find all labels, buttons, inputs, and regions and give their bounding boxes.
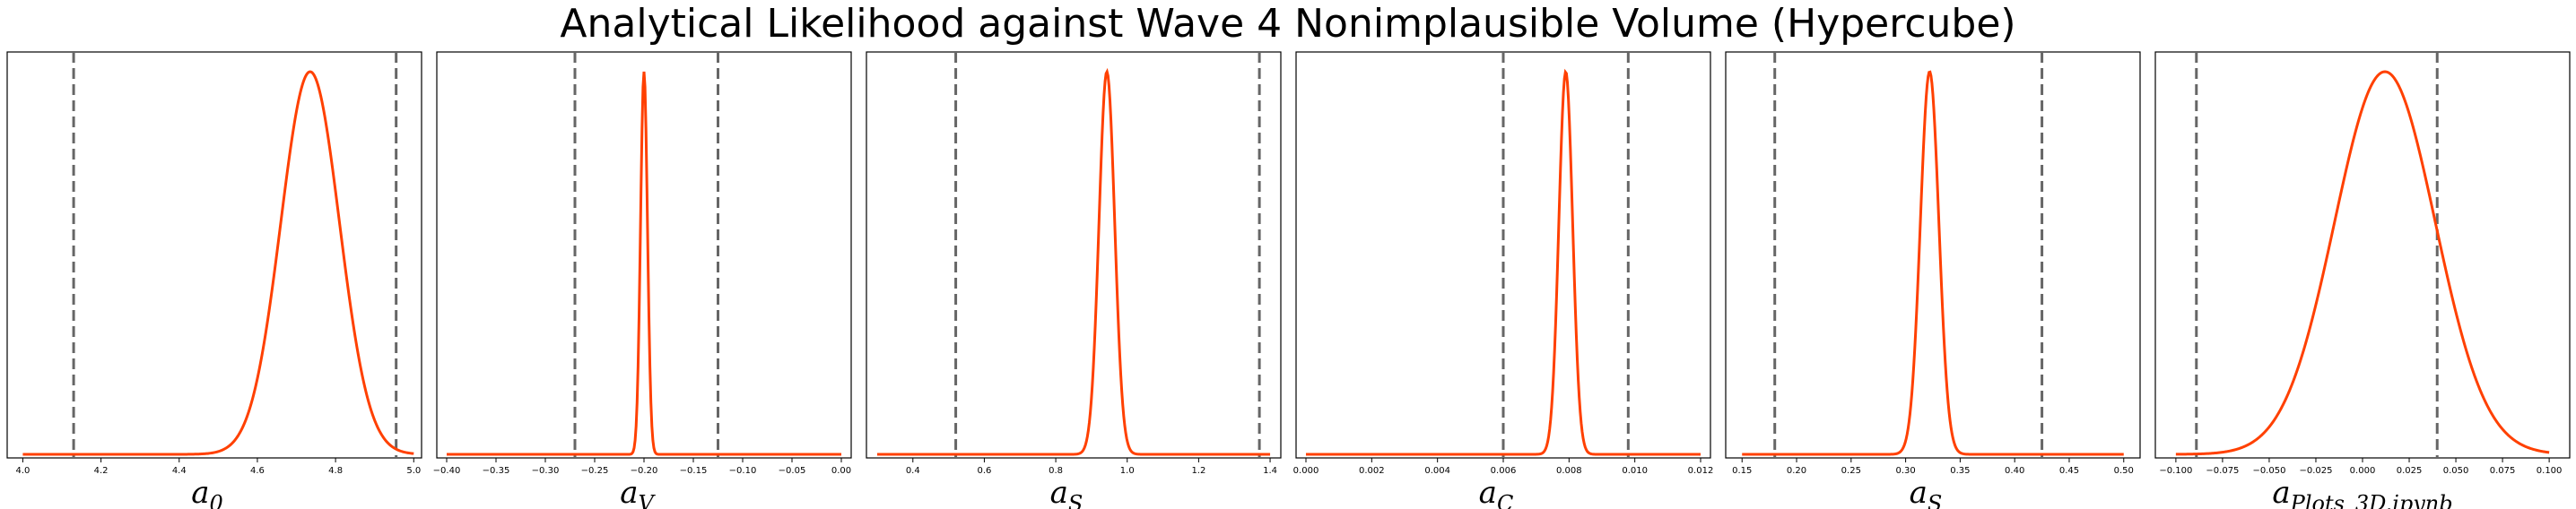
- x-tick-label: 0.025: [2397, 466, 2423, 476]
- x-tick-label: 0.050: [2443, 466, 2469, 476]
- likelihood-curve: [447, 71, 841, 456]
- x-tick-label: 0.20: [1787, 466, 1806, 476]
- x-tick-label: 4.0: [15, 466, 30, 476]
- likelihood-curve: [1306, 68, 1701, 456]
- x-tick-label: −0.10: [729, 466, 757, 476]
- x-tick-label: 0.30: [1895, 466, 1915, 476]
- x-tick-label: −0.40: [433, 466, 461, 476]
- x-tick-label: 1.4: [1263, 466, 1277, 476]
- x-tick-label: −0.075: [2206, 466, 2239, 476]
- x-tick-label: 4.4: [172, 466, 187, 476]
- x-tick-label: −0.050: [2252, 466, 2285, 476]
- axes-frame: [1725, 51, 2141, 459]
- subplot-4: 0.000 0.002 0.004 0.006 0.008 0.010 0.012 aC: [1293, 51, 1714, 509]
- x-tick-label: 0.006: [1491, 466, 1517, 476]
- likelihood-curve: [2175, 70, 2550, 456]
- x-tick-label: 0.4: [906, 466, 920, 476]
- x-axis-label: aS: [1050, 475, 1083, 509]
- axes-frame: [866, 51, 1282, 459]
- x-tick-label: −0.15: [680, 466, 708, 476]
- x-axis-label: a0: [191, 475, 223, 509]
- x-tick-label: −0.100: [2159, 466, 2192, 476]
- subplot-6: −0.100 −0.075 −0.050 −0.025 0.000 0.025 0.050 0…: [2154, 51, 2571, 509]
- x-tick-label: 0.100: [2537, 466, 2563, 476]
- x-tick-label: 0.25: [1841, 466, 1861, 476]
- x-axis-label: aV: [620, 475, 656, 509]
- likelihood-curve: [876, 67, 1271, 456]
- subplot-2: −0.40 −0.35 −0.30 −0.25 −0.20 −0.15 −0.10 −0.05…: [433, 51, 852, 509]
- axes-frame: [2154, 51, 2571, 459]
- x-tick-label: 0.35: [1950, 466, 1970, 476]
- x-tick-label: 0.012: [1688, 466, 1714, 476]
- x-tick-label: 0.000: [1293, 466, 1319, 476]
- subplot-3: 0.4 0.6 0.8 1.0 1.2 1.4 aS: [866, 51, 1282, 509]
- x-tick-label: 0.00: [831, 466, 851, 476]
- x-tick-label: 4.6: [250, 466, 265, 476]
- x-axis-label: aPlots_3D.ipynb: [2272, 475, 2452, 509]
- x-axis-label: aS: [1910, 475, 1943, 509]
- subplot-5: 0.15 0.20 0.25 0.30 0.35 0.40 0.45 0.50 aS: [1725, 51, 2141, 509]
- chart-title: Analytical Likelihood against Wave 4 Non…: [560, 1, 2016, 47]
- x-tick-label: −0.20: [631, 466, 658, 476]
- x-tick-label: 0.000: [2350, 466, 2376, 476]
- likelihood-curve: [1742, 70, 2124, 456]
- x-tick-label: −0.25: [581, 466, 609, 476]
- x-tick-label: −0.025: [2299, 466, 2332, 476]
- x-tick-label: 0.008: [1556, 466, 1582, 476]
- x-tick-label: 0.010: [1622, 466, 1648, 476]
- likelihood-curve: [22, 70, 414, 456]
- x-tick-label: 0.002: [1359, 466, 1385, 476]
- x-tick-label: 0.8: [1049, 466, 1063, 476]
- x-tick-label: 0.004: [1424, 466, 1450, 476]
- x-tick-label: 0.45: [2059, 466, 2079, 476]
- x-tick-label: 0.15: [1732, 466, 1752, 476]
- x-tick-label: 0.50: [2114, 466, 2134, 476]
- x-tick-label: −0.35: [483, 466, 510, 476]
- x-tick-label: 0.075: [2490, 466, 2516, 476]
- axes-frame: [436, 51, 852, 459]
- x-tick-label: 5.0: [406, 466, 421, 476]
- x-tick-label: 4.8: [328, 466, 343, 476]
- x-tick-label: −0.30: [532, 466, 560, 476]
- x-tick-label: 1.0: [1120, 466, 1135, 476]
- x-tick-label: 1.2: [1191, 466, 1205, 476]
- x-tick-label: 0.40: [2005, 466, 2024, 476]
- x-tick-label: 0.6: [977, 466, 991, 476]
- axes-frame: [6, 51, 422, 459]
- x-tick-label: −0.05: [779, 466, 806, 476]
- x-tick-label: 4.2: [94, 466, 109, 476]
- subplot-1: 4.0 4.2 4.4 4.6 4.8 5.0 a0: [6, 51, 422, 509]
- x-axis-label: aC: [1479, 475, 1514, 509]
